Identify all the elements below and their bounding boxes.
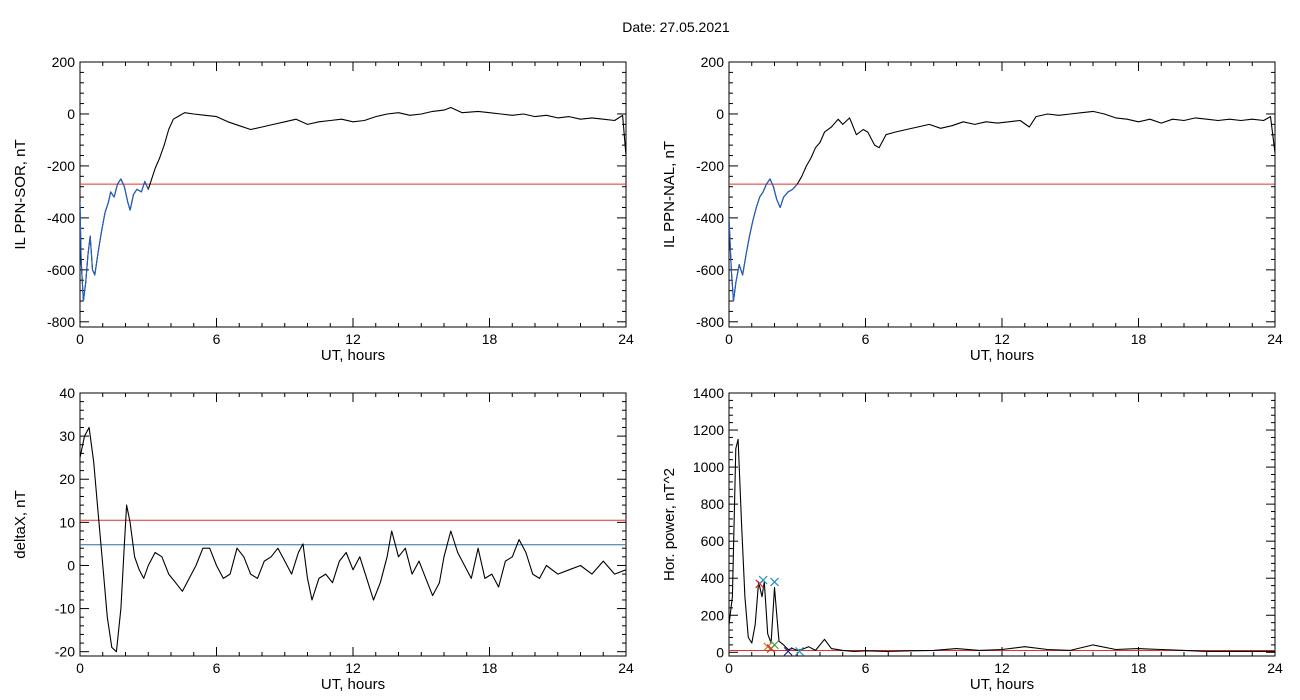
y-tick-label: 40 (59, 385, 75, 401)
x-tick-label: 24 (618, 660, 634, 676)
chart-panel-2: 0 6 12 18 24 -800 -600 -400 -200 0 200 UT, hours IL … (661, 54, 1283, 364)
series-line (80, 106, 626, 302)
y-tick-label: 200 (701, 54, 725, 70)
y-axis-label: deltaX, nT (12, 490, 29, 558)
x-marker (795, 646, 804, 656)
y-tick-label: -200 (47, 158, 75, 174)
y-tick-label: 400 (701, 570, 725, 586)
series-line (80, 426, 626, 653)
plot-frame (728, 392, 1276, 657)
plot-frame (79, 392, 627, 657)
series-line (729, 110, 1275, 302)
x-tick-label: 18 (1131, 660, 1147, 676)
series-group (729, 110, 1275, 302)
x-tick-label: 0 (725, 660, 733, 676)
y-tick-label: -10 (55, 601, 75, 617)
y-axis-label: Hor. power, nT^2 (661, 468, 678, 581)
y-tick-label: 1200 (693, 422, 724, 438)
x-tick-label: 0 (725, 331, 733, 347)
y-tick-label: 0 (716, 106, 724, 122)
x-marker (770, 577, 779, 587)
x-tick-label: 24 (1267, 331, 1283, 347)
x-tick-label: 18 (482, 331, 498, 347)
x-tick-label: 12 (994, 331, 1010, 347)
x-tick-label: 12 (345, 331, 361, 347)
page-title: Date: 27.05.2021 (622, 19, 730, 35)
y-tick-label: 20 (59, 471, 75, 487)
x-tick-label: 12 (994, 660, 1010, 676)
x-marker (770, 640, 779, 650)
y-axis-label: IL PPN-NAL, nT (661, 141, 678, 248)
x-tick-label: 6 (862, 660, 870, 676)
y-tick-label: -600 (696, 262, 724, 278)
y-tick-label: 0 (67, 557, 75, 573)
y-tick-label: -200 (696, 158, 724, 174)
y-tick-label: 0 (67, 106, 75, 122)
x-tick-label: 6 (213, 331, 221, 347)
y-tick-label: -800 (47, 314, 75, 330)
chart-panel-3: 0 6 12 18 24 -20 -10 0 10 20 30 40 UT, hours deltaX, … (12, 385, 634, 693)
y-tick-label: -600 (47, 262, 75, 278)
y-tick-label: -400 (696, 210, 724, 226)
y-tick-label: 0 (716, 644, 724, 660)
y-tick-label: -800 (696, 314, 724, 330)
series-line (80, 178, 149, 302)
x-axis-label: UT, hours (970, 347, 1034, 364)
x-tick-label: 12 (345, 660, 361, 676)
chart-panel-1: 0 6 12 18 24 -800 -600 -400 -200 0 200 UT, hours IL … (12, 54, 634, 364)
x-marker (763, 642, 773, 652)
y-tick-label: -400 (47, 210, 75, 226)
y-tick-label: 30 (59, 428, 75, 444)
x-tick-label: 24 (1267, 660, 1283, 676)
y-tick-label: 1000 (693, 459, 724, 475)
y-tick-label: 10 (59, 514, 75, 530)
x-axis-label: UT, hours (321, 676, 385, 693)
chart-panel-4: 0 6 12 18 24 0 200 400 600 800 1000 1200 1400 UT, hou… (661, 385, 1283, 693)
series-group (729, 438, 1275, 656)
y-tick-label: 1400 (693, 385, 724, 401)
x-axis-label: UT, hours (321, 347, 385, 364)
series-group (80, 426, 626, 653)
series-group (80, 106, 626, 302)
x-tick-label: 18 (1131, 331, 1147, 347)
x-tick-label: 0 (76, 660, 84, 676)
x-tick-label: 6 (862, 331, 870, 347)
x-marker (783, 646, 793, 656)
series-line (729, 438, 1275, 652)
series-line (729, 178, 798, 302)
y-tick-label: 800 (701, 496, 725, 512)
y-tick-label: 200 (52, 54, 76, 70)
y-tick-label: 200 (701, 607, 725, 623)
plot-frame (728, 61, 1276, 328)
x-tick-label: 18 (482, 660, 498, 676)
y-tick-label: -20 (55, 644, 75, 660)
x-axis-label: UT, hours (970, 676, 1034, 693)
plot-frame (79, 61, 627, 328)
x-tick-label: 0 (76, 331, 84, 347)
x-marker (758, 575, 768, 585)
y-tick-label: 600 (701, 533, 725, 549)
x-tick-label: 24 (618, 331, 634, 347)
y-axis-label: IL PPN-SOR, nT (12, 139, 29, 249)
x-tick-label: 6 (213, 660, 221, 676)
